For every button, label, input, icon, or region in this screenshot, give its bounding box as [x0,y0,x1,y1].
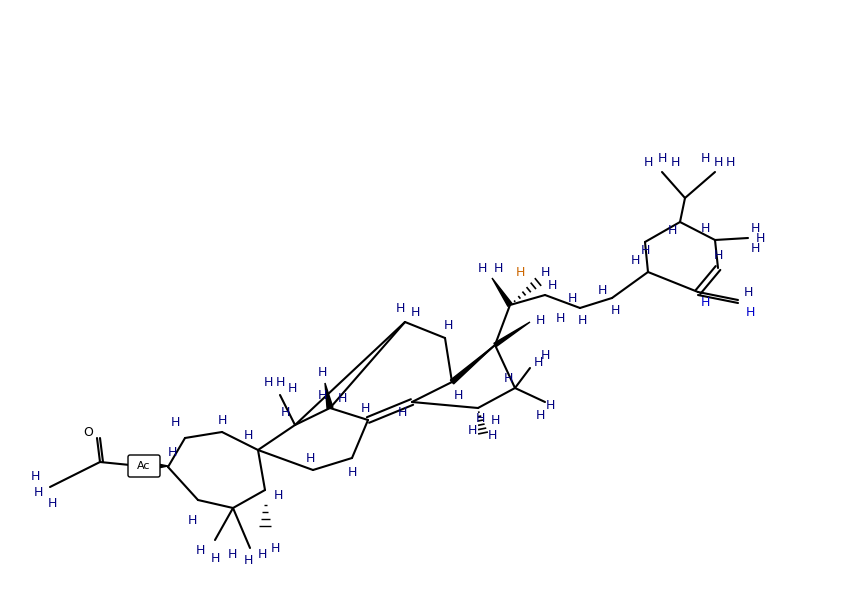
Text: H: H [750,222,759,235]
Text: H: H [668,223,677,236]
Text: H: H [396,301,405,314]
Text: H: H [597,284,607,297]
Polygon shape [494,322,530,347]
Text: H: H [535,408,545,421]
Text: H: H [227,548,237,561]
Text: H: H [700,295,710,308]
Text: H: H [317,389,327,402]
Text: H: H [746,306,755,319]
Text: H: H [535,314,545,327]
Polygon shape [325,383,333,408]
Text: H: H [475,411,485,424]
Text: H: H [263,376,273,389]
Text: H: H [541,265,550,279]
Text: H: H [397,405,407,419]
Text: H: H [47,497,57,510]
Text: H: H [644,155,653,168]
Text: H: H [30,470,39,483]
Text: H: H [347,465,357,478]
Text: Ac: Ac [137,461,151,471]
Text: H: H [547,279,557,292]
Text: H: H [516,265,525,279]
FancyBboxPatch shape [128,455,160,477]
Text: H: H [657,152,667,165]
Text: H: H [360,402,370,414]
Text: H: H [257,548,267,561]
Text: H: H [167,446,177,459]
Text: H: H [244,553,253,567]
Text: H: H [743,286,752,298]
Text: H: H [541,349,550,362]
Text: H: H [305,451,315,465]
Text: H: H [713,249,722,262]
Text: H: H [453,389,462,402]
Text: H: H [700,152,710,165]
Text: H: H [444,319,453,332]
Text: H: H [337,392,347,405]
Polygon shape [450,345,495,384]
Text: H: H [275,376,285,389]
Text: H: H [317,365,327,378]
Text: H: H [493,262,503,274]
Text: H: H [187,513,196,526]
Text: H: H [210,551,220,564]
Text: H: H [631,254,640,266]
Text: H: H [274,489,282,502]
Text: H: H [567,292,577,305]
Text: H: H [640,244,650,257]
Text: H: H [725,155,734,168]
Text: O: O [83,426,93,438]
Text: H: H [477,262,486,274]
Polygon shape [492,278,512,306]
Polygon shape [158,464,168,468]
Text: H: H [610,303,619,316]
Text: H: H [577,314,587,327]
Text: H: H [410,306,420,319]
Text: H: H [750,241,759,254]
Text: H: H [170,416,179,429]
Text: H: H [755,231,764,244]
Text: H: H [713,155,722,168]
Text: H: H [670,155,680,168]
Text: H: H [33,486,43,499]
Text: H: H [287,381,297,395]
Text: H: H [487,429,497,441]
Text: H: H [534,356,543,368]
Text: H: H [196,543,205,556]
Text: H: H [244,429,253,441]
Text: H: H [700,222,710,235]
Text: H: H [281,405,290,419]
Text: H: H [468,424,477,437]
Text: H: H [555,311,565,325]
Text: H: H [217,413,227,427]
Text: H: H [504,371,513,384]
Text: H: H [490,413,499,427]
Text: H: H [546,398,554,411]
Text: H: H [270,542,280,554]
